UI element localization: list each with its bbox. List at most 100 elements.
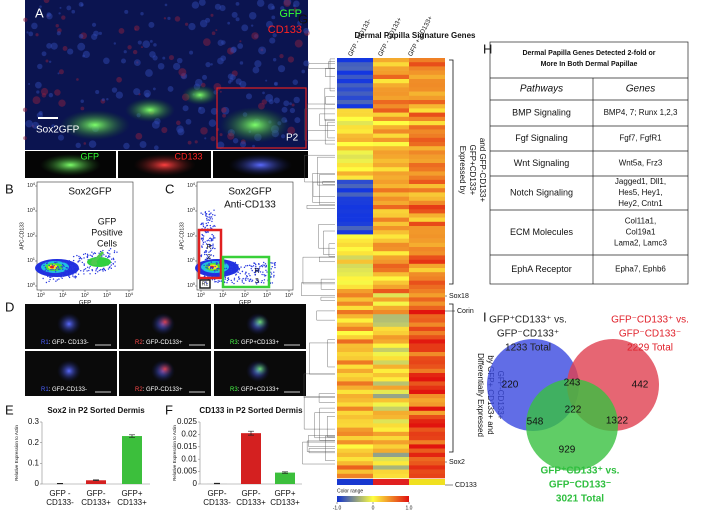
event <box>44 271 46 274</box>
tick-exp: 3 <box>33 206 36 211</box>
event <box>44 269 46 272</box>
heatmap-cell <box>337 226 373 231</box>
y-tick-label: 100 <box>187 281 196 289</box>
texture <box>80 106 85 111</box>
texture <box>256 0 265 7</box>
event <box>202 222 204 224</box>
texture <box>22 107 28 113</box>
texture <box>289 107 296 114</box>
event <box>56 261 58 263</box>
event <box>102 270 104 272</box>
set-label: GFP⁻CD133⁺ vs. <box>611 315 689 326</box>
texture <box>121 58 126 64</box>
x-axis-label: GFP <box>239 301 251 307</box>
heatmap-cell <box>337 146 373 151</box>
tick-base: 10 <box>27 208 33 214</box>
event <box>45 262 48 265</box>
x-tick-label: 102 <box>81 291 90 299</box>
heatmap-cell <box>409 364 445 370</box>
heatmap-cell <box>373 318 409 323</box>
event <box>255 269 258 271</box>
event <box>96 266 99 269</box>
texture <box>210 136 216 142</box>
gate-name: R3 <box>230 387 238 393</box>
tick-base: 10 <box>187 283 193 289</box>
texture <box>303 60 310 67</box>
event <box>83 263 85 265</box>
tick-exp: 4 <box>131 291 134 296</box>
event <box>62 268 64 270</box>
heatmap-cell <box>409 116 445 122</box>
heatmap-cell <box>337 461 373 466</box>
y-tick-label: 102 <box>187 231 196 239</box>
event <box>230 270 233 272</box>
gene-label: Corin <box>457 308 474 315</box>
texture <box>265 20 274 28</box>
heatmap-cell <box>373 133 409 139</box>
event <box>211 227 213 230</box>
heatmap-cell <box>373 209 409 214</box>
event <box>257 268 259 270</box>
event <box>61 266 64 268</box>
plot-title: Sox2GFP <box>228 187 272 198</box>
cell-signal <box>157 362 173 376</box>
event <box>59 268 61 270</box>
cell-label: R1: GFP-CD133- <box>41 387 87 393</box>
texture <box>91 33 98 40</box>
heatmap-cell <box>337 263 373 269</box>
dendrogram <box>320 296 335 301</box>
texture <box>281 106 288 113</box>
event <box>254 263 257 266</box>
event <box>95 270 97 272</box>
event <box>57 265 59 268</box>
texture <box>279 54 284 59</box>
gate-label: R1 <box>202 281 209 287</box>
event <box>239 272 241 275</box>
texture <box>41 51 47 57</box>
event <box>101 268 104 271</box>
heatmap-cell <box>337 221 373 227</box>
event <box>273 274 275 277</box>
y-tick-label: 0 <box>193 479 198 488</box>
texture <box>140 11 144 16</box>
texture <box>153 43 157 47</box>
event <box>220 280 223 282</box>
texture <box>57 72 60 75</box>
event <box>270 276 272 279</box>
event <box>51 275 54 278</box>
event <box>82 270 85 272</box>
event <box>114 265 116 267</box>
heatmap-cell <box>337 335 373 340</box>
event <box>44 266 47 269</box>
event <box>243 282 245 285</box>
event <box>111 258 113 260</box>
texture <box>148 21 155 28</box>
event <box>212 225 214 228</box>
texture <box>188 22 196 31</box>
genes-cell: Hes5, Hey1, <box>618 188 662 197</box>
heatmap-cell <box>373 146 409 151</box>
texture <box>61 15 66 20</box>
event <box>45 281 48 284</box>
inset-label: CD133 <box>175 151 203 161</box>
event <box>73 276 75 278</box>
event <box>205 253 208 256</box>
set-label: GFP⁺CD133⁺ vs. <box>489 315 567 326</box>
legend-tick-label: -1.0 <box>333 505 342 511</box>
heatmap-cell <box>373 343 409 349</box>
x-tick-label: CD133- <box>203 498 231 507</box>
event <box>250 267 252 270</box>
event <box>106 251 109 254</box>
heatmap-cell <box>373 238 409 244</box>
event <box>242 277 244 280</box>
heatmap-cell <box>373 251 409 256</box>
texture <box>56 31 61 36</box>
texture <box>66 5 72 11</box>
event <box>226 279 229 282</box>
event <box>52 268 54 270</box>
event <box>260 281 263 284</box>
heatmap-cell <box>373 465 409 470</box>
gate <box>221 255 271 289</box>
heatmap-cell <box>409 175 445 181</box>
heatmap-cell <box>409 247 445 252</box>
